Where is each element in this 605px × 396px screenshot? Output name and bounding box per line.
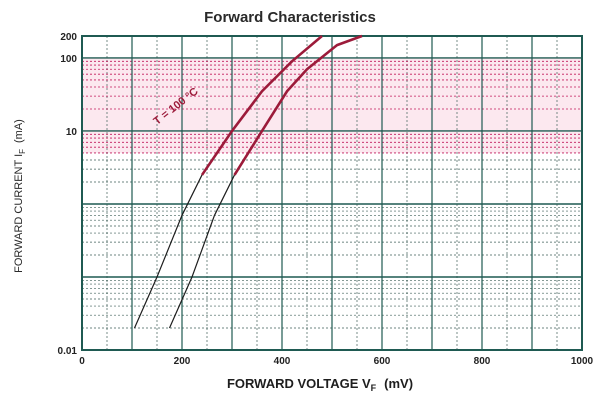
y-tick-label: 10: [66, 127, 78, 138]
series-line-1: [200, 35, 323, 176]
y-axis-label-text: FORWARD CURRENT I: [13, 154, 25, 273]
y-tick-label: 0.01: [58, 346, 78, 357]
x-tick-label: 200: [174, 356, 191, 367]
y-axis-label-subscript: F: [18, 149, 27, 154]
series-line-2: [233, 34, 363, 176]
x-tick-label: 400: [274, 356, 291, 367]
x-axis-ticks: 0 200 400 600 800 1000: [79, 356, 593, 367]
series-line-1-low: [133, 174, 203, 329]
x-tick-label: 1000: [571, 356, 594, 367]
y-tick-label: 100: [60, 54, 77, 65]
series-layer: [133, 34, 363, 329]
plot-frame: [81, 35, 583, 351]
x-tick-label: 800: [474, 356, 491, 367]
x-axis-label-subscript: F: [371, 383, 377, 393]
x-axis-label-unit: (mV): [384, 376, 413, 391]
y-axis-ticks: 200 100 10 0.01: [58, 32, 78, 357]
x-tick-label: 0: [79, 356, 85, 367]
x-axis-label: FORWARD VOLTAGE VF (mV): [227, 376, 413, 393]
x-axis-label-text: FORWARD VOLTAGE V: [227, 376, 371, 391]
y-tick-label: 200: [60, 32, 77, 43]
major-grid: [82, 36, 582, 350]
y-axis-label-unit: (mA): [13, 119, 25, 143]
series-line-2-low: [168, 174, 236, 329]
chart-title: Forward Characteristics: [204, 9, 376, 26]
y-axis-label: FORWARD CURRENT IF (mA): [13, 119, 27, 273]
x-tick-label: 600: [374, 356, 391, 367]
